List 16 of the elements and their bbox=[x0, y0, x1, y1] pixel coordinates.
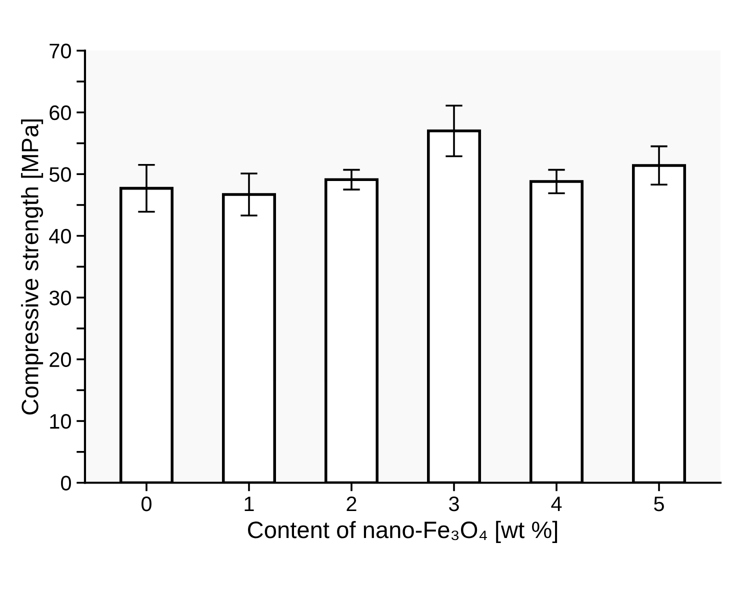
y-tick-label: 50 bbox=[49, 167, 71, 182]
x-tick-label: 3 bbox=[449, 496, 459, 512]
x-tick-label: 5 bbox=[654, 496, 664, 512]
y-tick-label: 10 bbox=[50, 414, 71, 429]
y-tick-label: 70 bbox=[50, 44, 71, 58]
x-tick-label: 0 bbox=[142, 496, 152, 512]
x-tick-label: 2 bbox=[346, 496, 356, 512]
y-tick-label: 30 bbox=[49, 290, 71, 306]
x-tick-label: 1 bbox=[244, 496, 254, 512]
x-axis-title: Content of nano-Fe₃O₄ [wt %] bbox=[248, 520, 558, 543]
y-tick-label: 0 bbox=[61, 476, 71, 491]
y-tick-label: 60 bbox=[50, 105, 71, 120]
y-tick-label: 40 bbox=[49, 228, 71, 244]
x-tick-label: 4 bbox=[551, 496, 562, 512]
y-tick-label: 20 bbox=[50, 352, 71, 368]
y-axis-title: Compressive strength [MPa] bbox=[21, 119, 44, 414]
